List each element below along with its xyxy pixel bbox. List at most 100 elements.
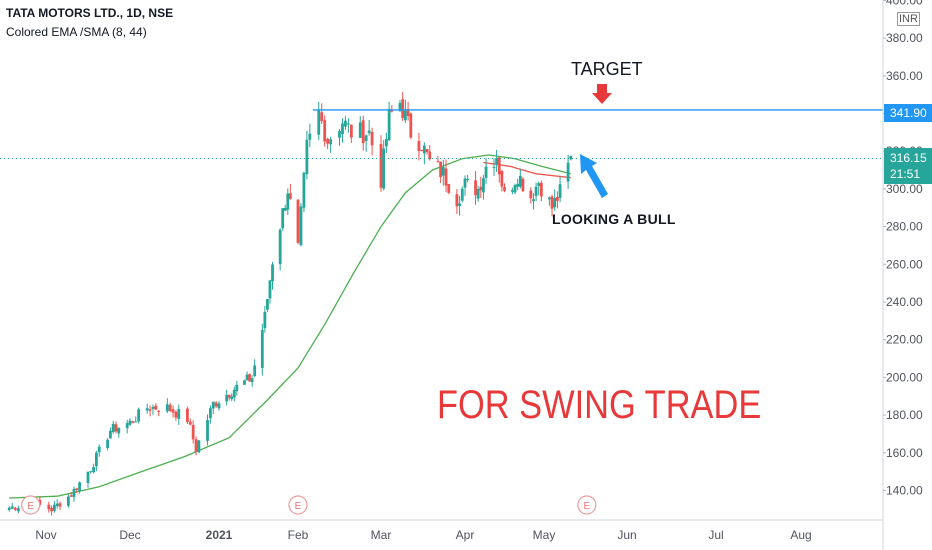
candle-body [305, 139, 309, 175]
candle-body [537, 183, 541, 186]
candle-body [271, 264, 274, 282]
candle-body [92, 467, 95, 473]
candle-body [225, 394, 229, 402]
candle-body [370, 131, 374, 146]
candle-body [211, 401, 215, 409]
candle-body [13, 507, 17, 510]
candle-body [444, 168, 448, 186]
x-tick-label: Nov [35, 528, 56, 542]
candle-body [379, 144, 383, 188]
candle-body [436, 160, 440, 162]
candle-body [516, 183, 520, 187]
candle-body [286, 193, 290, 210]
candle-body [539, 182, 543, 197]
candle-body [401, 99, 405, 119]
candle-body [125, 423, 129, 429]
candle-body [484, 166, 488, 178]
y-tick-label: 360.00 [886, 69, 923, 83]
candle-body [165, 404, 169, 412]
target-annotation: TARGET [571, 59, 643, 79]
candle-body [248, 374, 251, 382]
candle-body [302, 172, 306, 208]
candle-body [97, 446, 101, 453]
candle-body [346, 123, 350, 125]
candle-body [268, 280, 272, 299]
candle-body [154, 405, 158, 410]
candle-body [382, 148, 386, 189]
candle-body [550, 196, 554, 209]
candle-body [529, 190, 533, 199]
candle-body [409, 113, 413, 138]
candle-body [474, 180, 477, 196]
candle-body [72, 488, 76, 498]
candle-body [420, 149, 424, 152]
candle-body [511, 190, 514, 192]
candle-body [534, 186, 538, 197]
candle-body [55, 503, 59, 507]
candle-body [358, 122, 362, 138]
candle-body [283, 207, 287, 211]
candle-body [131, 421, 135, 423]
candle-body [7, 507, 11, 511]
candle-body [151, 406, 155, 409]
candle-body [109, 430, 112, 439]
chart-title: TATA MOTORS LTD., 1D, NSE [6, 6, 174, 20]
annotation-arrows [580, 84, 612, 198]
candle-body [111, 423, 115, 433]
candle-body [137, 409, 141, 422]
candle-body [308, 133, 312, 140]
candle-body [186, 408, 189, 422]
earnings-marker-label: E [295, 501, 302, 512]
candle-body [191, 424, 195, 440]
y-tick-label: 200.00 [886, 370, 923, 384]
candle-body [521, 178, 525, 192]
candle-body [95, 452, 98, 467]
candle-body [398, 102, 402, 112]
x-tick-label: Dec [119, 528, 140, 542]
moving-averages [9, 154, 571, 499]
candle-body [344, 120, 347, 127]
price-levels [0, 109, 883, 159]
candle-body [266, 299, 269, 310]
candle-body [320, 112, 324, 122]
y-tick-label: 180.00 [886, 408, 923, 422]
candle-body [513, 185, 517, 193]
candle-body [194, 439, 198, 452]
candle-body [10, 506, 14, 509]
x-tick-label: Jun [617, 528, 636, 542]
candle-body [326, 138, 330, 144]
candle-body [403, 110, 407, 121]
bull-arrow-icon [580, 154, 608, 198]
candle-body [263, 311, 267, 329]
candle-body [558, 184, 562, 199]
candle-body [425, 149, 429, 153]
candle-body [479, 186, 483, 191]
candle-body [50, 507, 53, 512]
y-tick-label: 140.00 [886, 484, 923, 498]
candle-body [235, 384, 239, 392]
y-tick-label: 380.00 [886, 31, 923, 45]
candle-body [197, 440, 201, 453]
candle-body [53, 504, 56, 511]
indicator-label: Colored EMA /SMA (8, 44) [6, 25, 147, 39]
candle-body [455, 194, 459, 207]
candle-body [500, 170, 504, 187]
candle-body [214, 402, 218, 407]
currency-unit[interactable]: INR [897, 12, 920, 26]
candle-body [245, 374, 249, 381]
candle-body [208, 408, 212, 419]
x-tick-label: Apr [456, 528, 475, 542]
candle-body [288, 193, 292, 199]
x-tick-label: Jul [708, 528, 723, 542]
candle-body [406, 109, 410, 117]
candle-body [329, 139, 333, 145]
candle-body [387, 108, 391, 141]
candle-body [86, 471, 90, 484]
earnings-marker-label: E [584, 501, 591, 512]
candle-body [157, 410, 161, 412]
x-tick-label: 2021 [206, 528, 233, 542]
last-price-tag: 316.15 21:51 [884, 148, 932, 184]
